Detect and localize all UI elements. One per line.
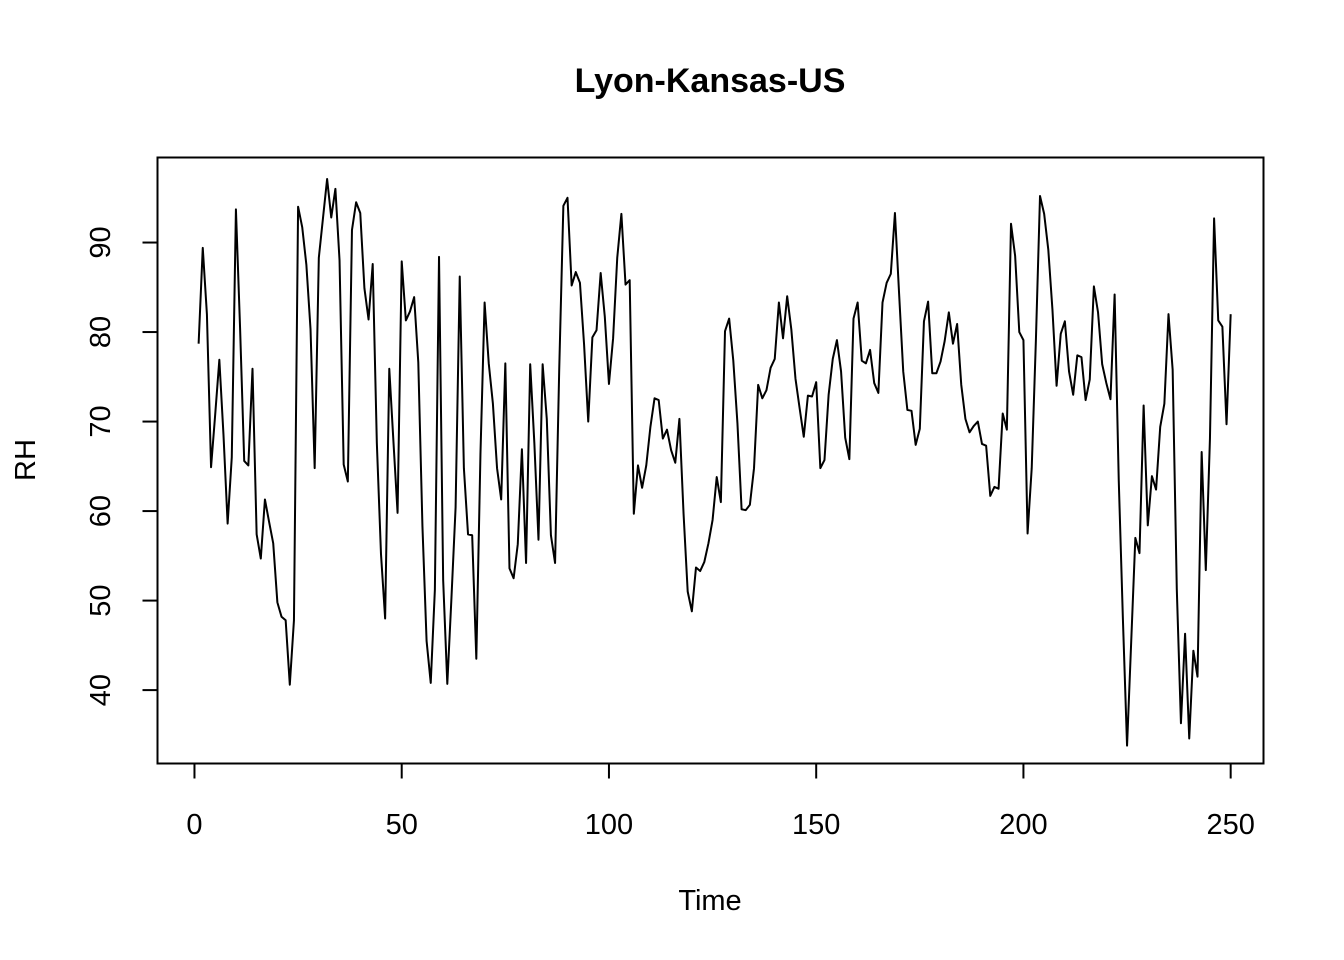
y-tick-label: 50 <box>85 584 117 616</box>
y-axis: 40 50 60 70 80 90 <box>85 226 159 706</box>
x-tick-label: 50 <box>386 809 418 841</box>
x-tick-label: 100 <box>585 809 633 841</box>
y-tick-label: 90 <box>85 226 117 258</box>
series-line <box>197 177 1232 747</box>
y-tick-label: 70 <box>85 405 117 437</box>
y-tick-label: 80 <box>85 316 117 348</box>
x-axis-label: Time <box>678 885 741 917</box>
x-tick-label: 200 <box>999 809 1047 841</box>
x-tick-label: 250 <box>1206 809 1254 841</box>
y-axis-label: RH <box>10 439 42 481</box>
x-tick-label: 150 <box>792 809 840 841</box>
x-tick-label: 0 <box>186 809 202 841</box>
x-axis: 0 50 100 150 200 250 <box>186 762 1255 841</box>
plot-frame <box>156 156 1265 765</box>
y-tick-label: 40 <box>85 674 117 706</box>
y-tick-label: 60 <box>85 495 117 527</box>
chart-title: Lyon-Kansas-US <box>575 62 846 100</box>
